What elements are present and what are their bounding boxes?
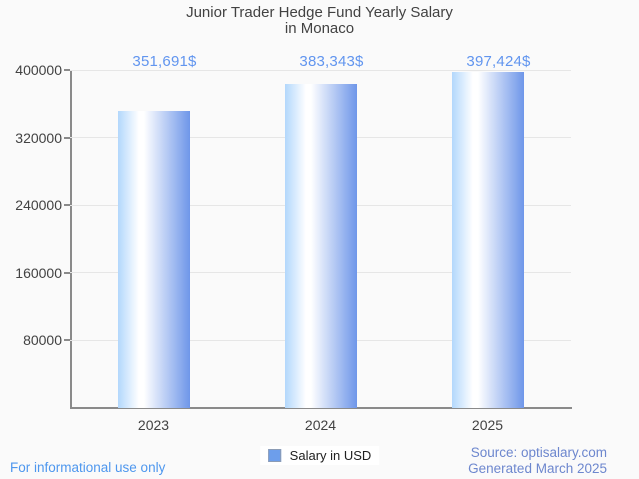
chart-title-line2: in Monaco [284, 20, 355, 37]
salary-bar [451, 72, 524, 408]
x-axis-label: 2023 [137, 417, 170, 433]
x-axis-label: 2024 [304, 417, 337, 433]
y-axis-label: 240000 [15, 197, 62, 214]
chart-title: Junior Trader Hedge Fund Yearly Salary i… [0, 5, 639, 37]
bar-value-label: 351,691$ [132, 53, 197, 70]
y-axis-label: 160000 [15, 264, 62, 281]
y-axis-tick-icon [64, 69, 70, 71]
x-axis-label: 2025 [471, 417, 504, 433]
source-link[interactable]: Source: optisalary.com [470, 445, 607, 460]
y-axis-line [70, 70, 72, 408]
legend: Salary in USD [259, 446, 380, 465]
x-axis-line [70, 407, 572, 409]
y-axis-label: 400000 [15, 62, 62, 78]
y-axis-tick-icon [64, 204, 70, 207]
bar-value-label: 397,424$ [466, 53, 531, 70]
disclaimer-text: For informational use only [10, 460, 166, 475]
legend-label: Salary in USD [289, 448, 372, 463]
salary-bar [284, 84, 357, 408]
legend-swatch-icon [267, 449, 281, 462]
y-axis-tick-icon [64, 271, 70, 274]
salary-bar [117, 110, 190, 408]
y-gridline [70, 69, 571, 71]
bar-value-label: 383,343$ [299, 53, 364, 70]
y-axis-tick-icon [64, 339, 70, 342]
y-axis-label: 320000 [15, 129, 62, 146]
chart-title-line1: Junior Trader Hedge Fund Yearly Salary [186, 4, 453, 21]
source-block: Source: optisalary.com Generated March 2… [468, 445, 607, 477]
y-axis-tick-icon [64, 136, 70, 139]
y-axis-label: 80000 [23, 332, 62, 349]
generated-date: Generated March 2025 [468, 461, 607, 476]
